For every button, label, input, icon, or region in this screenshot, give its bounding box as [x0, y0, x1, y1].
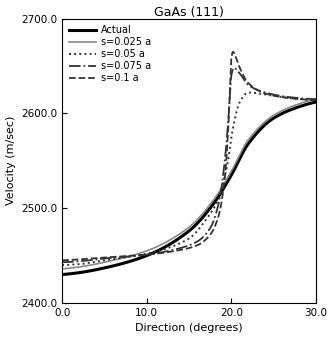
s=0.075 a [282, 94, 286, 98]
Y-axis label: Velocity (m/sec): Velocity (m/sec) [6, 116, 16, 205]
s=0.05 a [282, 95, 286, 99]
Line: s=0.1 a: s=0.1 a [62, 52, 316, 260]
s=0.05 a [104, 258, 108, 262]
s=0.075 a [158, 251, 162, 255]
Actual [89, 269, 93, 273]
s=0.05 a [89, 261, 93, 265]
s=0.1 a [309, 98, 313, 102]
s=0.05 a [246, 91, 250, 95]
s=0.025 a [309, 98, 313, 102]
s=0.05 a [314, 98, 318, 102]
s=0.05 a [309, 98, 313, 102]
X-axis label: Direction (degrees): Direction (degrees) [135, 323, 243, 334]
s=0.025 a [168, 238, 172, 242]
s=0.025 a [282, 108, 286, 112]
s=0.075 a [168, 248, 172, 253]
s=0.075 a [309, 97, 313, 101]
Actual [104, 265, 108, 270]
s=0.05 a [158, 248, 162, 253]
s=0.075 a [60, 260, 64, 264]
s=0.1 a [89, 257, 93, 261]
Actual [168, 242, 172, 246]
s=0.075 a [89, 258, 93, 262]
Line: s=0.075 a: s=0.075 a [62, 68, 316, 262]
Line: s=0.025 a: s=0.025 a [62, 99, 316, 269]
s=0.1 a [282, 95, 286, 99]
Legend: Actual, s=0.025 a, s=0.05 a, s=0.075 a, s=0.1 a: Actual, s=0.025 a, s=0.05 a, s=0.075 a, … [67, 23, 153, 85]
s=0.025 a [104, 260, 108, 264]
Actual [158, 248, 162, 252]
s=0.05 a [168, 245, 172, 249]
s=0.075 a [104, 256, 108, 260]
s=0.075 a [314, 97, 318, 101]
s=0.05 a [60, 263, 64, 267]
Title: GaAs (111): GaAs (111) [154, 5, 224, 19]
Actual [282, 111, 286, 115]
Actual [60, 273, 64, 277]
s=0.1 a [158, 251, 162, 255]
s=0.1 a [60, 258, 64, 262]
Line: s=0.05 a: s=0.05 a [62, 93, 316, 265]
s=0.1 a [168, 250, 172, 254]
s=0.025 a [89, 263, 93, 267]
s=0.1 a [314, 98, 318, 102]
s=0.1 a [104, 255, 108, 259]
s=0.025 a [158, 243, 162, 247]
s=0.025 a [60, 267, 64, 271]
Line: Actual: Actual [62, 102, 316, 275]
Actual [314, 100, 318, 104]
s=0.025 a [314, 97, 318, 101]
s=0.075 a [232, 66, 236, 70]
s=0.1 a [231, 50, 235, 54]
Actual [309, 101, 313, 105]
